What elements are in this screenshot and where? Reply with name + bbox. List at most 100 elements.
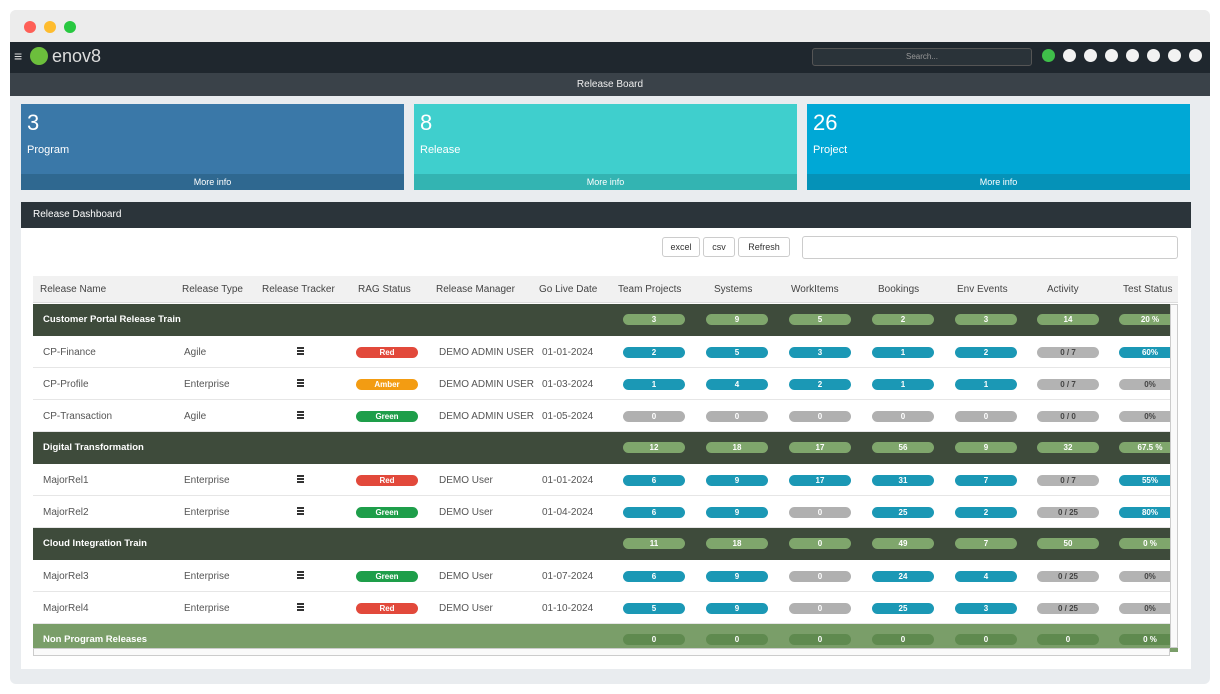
- badge: 18: [706, 538, 768, 549]
- badge: 0: [955, 411, 1017, 422]
- release-name[interactable]: CP-Transaction: [43, 411, 113, 422]
- release-name[interactable]: MajorRel1: [43, 475, 89, 486]
- badge: 2: [955, 347, 1017, 358]
- release-name[interactable]: CP-Finance: [43, 347, 96, 358]
- filter-input[interactable]: [802, 236, 1178, 259]
- nav-icon[interactable]: [1063, 49, 1076, 62]
- card-footer[interactable]: More info: [414, 174, 797, 190]
- badge: 6: [623, 571, 685, 582]
- column-header[interactable]: Test Status: [1123, 284, 1173, 295]
- release-name[interactable]: MajorRel2: [43, 507, 89, 518]
- badge: 0: [1037, 634, 1099, 645]
- tracker-icon[interactable]: [297, 603, 304, 605]
- badge: 0: [789, 634, 851, 645]
- tracker-icon: [297, 353, 304, 355]
- tracker-icon[interactable]: [297, 411, 304, 413]
- badge: 25: [872, 507, 934, 518]
- badge: 0 / 7: [1037, 475, 1099, 486]
- column-header[interactable]: Activity: [1047, 284, 1079, 295]
- tracker-icon: [297, 577, 304, 579]
- badge: 55%: [1119, 475, 1178, 486]
- nav-icon[interactable]: [1147, 49, 1160, 62]
- column-header[interactable]: Bookings: [878, 284, 920, 295]
- export-button[interactable]: Refresh: [738, 237, 790, 257]
- release-type: Enterprise: [184, 603, 230, 614]
- tracker-icon[interactable]: [297, 507, 304, 509]
- min-dot[interactable]: [44, 21, 56, 33]
- data-row: [33, 464, 1178, 496]
- tracker-icon: [297, 481, 304, 483]
- menu-icon[interactable]: ≡: [14, 48, 23, 64]
- group-name: Customer Portal Release Train: [43, 314, 181, 325]
- release-type: Agile: [184, 347, 207, 358]
- column-header[interactable]: Systems: [714, 284, 753, 295]
- badge: 0: [872, 634, 934, 645]
- search[interactable]: Search...: [812, 48, 1032, 66]
- release-name[interactable]: CP-Profile: [43, 379, 89, 390]
- badge: 0: [789, 571, 851, 582]
- tracker-icon[interactable]: [297, 571, 304, 573]
- badge: 17: [789, 442, 851, 453]
- tracker-icon[interactable]: [297, 347, 304, 349]
- release-name[interactable]: MajorRel3: [43, 571, 89, 582]
- card-value: 8: [420, 110, 433, 135]
- release-name[interactable]: MajorRel4: [43, 603, 89, 614]
- nav-icons: [1042, 49, 1212, 65]
- export-button[interactable]: csv: [703, 237, 735, 257]
- nav-icon[interactable]: [1126, 49, 1139, 62]
- column-header[interactable]: Team Projects: [618, 284, 682, 295]
- badge: 3: [623, 314, 685, 325]
- badge: 4: [706, 379, 768, 390]
- badge: 25: [872, 603, 934, 614]
- badge: 0: [623, 634, 685, 645]
- badge: 0 / 25: [1037, 507, 1099, 518]
- badge: 3: [955, 603, 1017, 614]
- nav-icon[interactable]: [1168, 49, 1181, 62]
- max-dot[interactable]: [64, 21, 76, 33]
- column-header[interactable]: Go Live Date: [539, 284, 598, 295]
- tracker-icon: [297, 609, 304, 611]
- release-type: Agile: [184, 411, 207, 422]
- go-live-date: 01-07-2024: [542, 571, 594, 582]
- column-header[interactable]: Release Manager: [436, 284, 515, 295]
- group-name: Non Program Releases: [43, 634, 148, 645]
- card-footer[interactable]: More info: [21, 174, 404, 190]
- nav-icon[interactable]: [1189, 49, 1202, 62]
- column-header[interactable]: Env Events: [957, 284, 1008, 295]
- badge: 67.5 %: [1119, 442, 1178, 453]
- export-button[interactable]: excel: [662, 237, 700, 257]
- nav-icon[interactable]: [1084, 49, 1097, 62]
- nav-icon[interactable]: [1042, 49, 1055, 62]
- header-row: [33, 276, 1178, 303]
- release-manager: DEMO ADMIN USER: [439, 411, 535, 422]
- column-header[interactable]: Release Type: [182, 284, 243, 295]
- badge: 0%: [1119, 379, 1178, 390]
- badge: 0: [955, 634, 1017, 645]
- badge: 32: [1037, 442, 1099, 453]
- rag-badge: Green: [356, 571, 418, 582]
- tracker-icon[interactable]: [297, 379, 304, 381]
- close-dot[interactable]: [24, 21, 36, 33]
- badge: 5: [623, 603, 685, 614]
- release-manager: DEMO ADMIN USER: [439, 379, 535, 390]
- column-header[interactable]: Release Name: [40, 284, 107, 295]
- tracker-icon[interactable]: [297, 475, 304, 477]
- badge: 12: [623, 442, 685, 453]
- v-scrollbar[interactable]: [1170, 304, 1178, 648]
- card-footer[interactable]: More info: [807, 174, 1190, 190]
- badge: 3: [955, 314, 1017, 325]
- badge: 17: [789, 475, 851, 486]
- badge: 0 %: [1119, 538, 1178, 549]
- card-label: Release: [420, 144, 461, 156]
- panel-title: Release Dashboard: [21, 202, 1191, 228]
- h-scrollbar[interactable]: [33, 648, 1170, 656]
- nav-icon[interactable]: [1105, 49, 1118, 62]
- column-header[interactable]: RAG Status: [358, 284, 411, 295]
- badge: 6: [623, 507, 685, 518]
- column-header[interactable]: WorkItems: [791, 284, 839, 295]
- page-title: Release Board: [10, 73, 1210, 96]
- group-name: Digital Transformation: [43, 442, 144, 453]
- tracker-icon: [297, 382, 304, 384]
- column-header[interactable]: Release Tracker: [262, 284, 335, 295]
- badge: 2: [955, 507, 1017, 518]
